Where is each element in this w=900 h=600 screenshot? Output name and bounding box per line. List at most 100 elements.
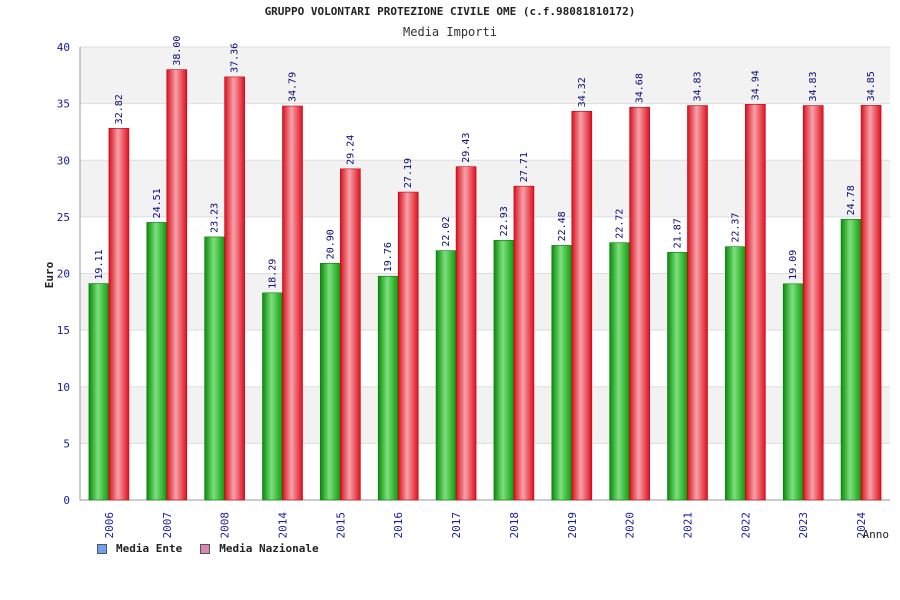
bar-media-ente bbox=[88, 283, 110, 501]
x-tick-labels: 2006 2007 2008 2014 2015 2016 2017 2018 2019 2020… bbox=[103, 512, 868, 539]
bar-media-ente bbox=[320, 263, 341, 501]
legend-swatch-media-ente bbox=[97, 543, 107, 554]
bar-value-label: 38.00 bbox=[172, 36, 183, 66]
bar-value-label: 34.85 bbox=[866, 71, 877, 101]
bar-value-label: 24.51 bbox=[152, 188, 163, 218]
bar-value-label: 34.32 bbox=[577, 77, 588, 107]
chart-subtitle: Media Importi bbox=[403, 25, 497, 39]
bar-value-label: 22.48 bbox=[557, 211, 568, 241]
bar-value-label: 27.19 bbox=[403, 158, 414, 188]
bar-media-nazionale bbox=[397, 191, 419, 501]
x-tick-label: 2021 bbox=[682, 512, 695, 539]
bar-value-label: 19.76 bbox=[383, 242, 394, 272]
bar-media-nazionale bbox=[340, 168, 361, 501]
x-tick-label: 2019 bbox=[566, 512, 579, 539]
x-tick-label: 2014 bbox=[277, 512, 290, 539]
bar-value-label: 34.79 bbox=[288, 72, 299, 102]
bars bbox=[88, 69, 882, 501]
grid-band bbox=[80, 330, 890, 387]
grid-band bbox=[80, 443, 890, 500]
bar-value-label: 22.02 bbox=[441, 217, 452, 247]
bar-media-nazionale bbox=[802, 105, 824, 501]
x-tick-label: 2015 bbox=[334, 512, 347, 539]
grid-band bbox=[80, 386, 890, 444]
x-tick-label: 2018 bbox=[508, 512, 521, 539]
bar-value-label: 34.94 bbox=[750, 70, 761, 100]
bar-media-nazionale bbox=[166, 69, 188, 501]
bar-media-nazionale bbox=[629, 106, 650, 501]
bar-media-nazionale bbox=[108, 128, 130, 501]
y-tick-label: 35 bbox=[57, 98, 70, 111]
bar-value-label: 34.83 bbox=[808, 71, 819, 101]
x-tick-label: 2020 bbox=[624, 512, 637, 539]
x-tick-label: 2023 bbox=[797, 512, 810, 539]
legend-item-media-ente: Media Ente bbox=[97, 542, 182, 555]
y-tick-label: 30 bbox=[57, 154, 70, 167]
bar-media-ente bbox=[725, 246, 746, 501]
bar-media-ente bbox=[551, 245, 573, 501]
bar-media-ente bbox=[377, 275, 399, 501]
bar-value-label: 18.29 bbox=[268, 259, 279, 289]
bar-media-nazionale bbox=[224, 76, 245, 501]
bar-value-label: 22.72 bbox=[615, 209, 626, 239]
grid-band bbox=[80, 47, 890, 104]
y-tick-label: 15 bbox=[57, 324, 70, 337]
y-tick-labels: 0 5 10 15 20 25 30 35 40 bbox=[57, 41, 70, 507]
x-tick-label: 2008 bbox=[219, 512, 232, 539]
y-tick-label: 20 bbox=[57, 268, 70, 281]
bar-value-label: 20.90 bbox=[325, 229, 336, 259]
legend-item-media-nazionale: Media Nazionale bbox=[200, 542, 319, 555]
bar-value-label: 21.87 bbox=[673, 218, 684, 248]
bar-media-nazionale bbox=[571, 111, 593, 501]
grid-band bbox=[80, 160, 890, 217]
legend: Media Ente Media Nazionale bbox=[97, 542, 337, 555]
legend-swatch-media-nazionale bbox=[200, 543, 211, 554]
x-tick-label: 2016 bbox=[392, 512, 405, 539]
bar-value-label: 19.11 bbox=[94, 249, 105, 279]
x-axis-label: Anno bbox=[863, 528, 890, 541]
bar-media-ente bbox=[493, 240, 515, 501]
bar-media-nazionale bbox=[687, 105, 708, 501]
bar-value-label: 22.37 bbox=[730, 213, 741, 243]
bar-media-nazionale bbox=[455, 166, 477, 501]
bar-value-label: 27.71 bbox=[519, 152, 530, 182]
legend-label-media-ente: Media Ente bbox=[116, 542, 183, 555]
bar-media-ente bbox=[667, 252, 688, 501]
y-tick-label: 40 bbox=[57, 41, 70, 54]
grid-band bbox=[80, 103, 890, 161]
bar-value-label: 34.83 bbox=[693, 71, 704, 101]
bar-media-ente bbox=[609, 242, 630, 501]
bar-value-label: 37.36 bbox=[230, 43, 241, 73]
bar-value-label: 24.78 bbox=[846, 185, 857, 215]
bar-media-nazionale bbox=[860, 105, 882, 501]
bar-media-ente bbox=[782, 283, 804, 501]
y-tick-label: 5 bbox=[63, 437, 70, 450]
y-tick-label: 25 bbox=[57, 211, 70, 224]
legend-label-media-nazionale: Media Nazionale bbox=[219, 542, 319, 555]
bar-media-ente bbox=[262, 292, 283, 501]
chart-title: GRUPPO VOLONTARI PROTEZIONE CIVILE OME (… bbox=[264, 5, 636, 18]
bar-value-labels: 19.11 32.82 24.51 38.00 23.23 37.36 18.29 34.79… bbox=[94, 36, 877, 289]
x-tick-label: 2024 bbox=[855, 512, 868, 539]
bar-media-ente bbox=[435, 250, 457, 501]
bar-value-label: 32.82 bbox=[114, 94, 125, 124]
bar-value-label: 29.43 bbox=[461, 133, 472, 163]
bar-media-ente bbox=[204, 236, 225, 501]
bar-media-ente bbox=[840, 219, 862, 501]
bar-media-nazionale bbox=[513, 185, 535, 501]
bar-value-label: 23.23 bbox=[210, 203, 221, 233]
x-tick-label: 2017 bbox=[450, 512, 463, 539]
x-tick-label: 2007 bbox=[161, 512, 174, 539]
bar-value-label: 19.09 bbox=[788, 250, 799, 280]
grid-band bbox=[80, 273, 890, 331]
bar-value-label: 34.68 bbox=[635, 73, 646, 103]
y-axis-label: Euro bbox=[43, 261, 56, 288]
bar-value-label: 22.93 bbox=[499, 206, 510, 236]
y-tick-label: 0 bbox=[63, 494, 70, 507]
bar-media-nazionale bbox=[745, 104, 766, 501]
x-tick-label: 2022 bbox=[739, 512, 752, 539]
x-tick-label: 2006 bbox=[103, 512, 116, 539]
grid-band bbox=[80, 216, 890, 274]
bar-value-label: 29.24 bbox=[345, 135, 356, 165]
